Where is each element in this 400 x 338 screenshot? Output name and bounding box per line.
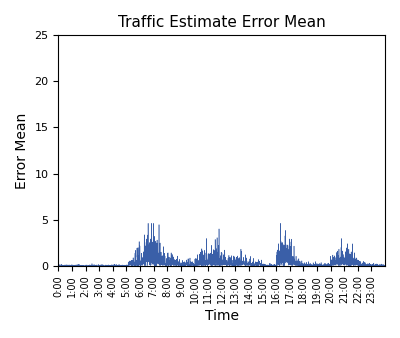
Y-axis label: Error Mean: Error Mean [15,113,29,189]
X-axis label: Time: Time [205,309,239,323]
Title: Traffic Estimate Error Mean: Traffic Estimate Error Mean [118,15,326,30]
